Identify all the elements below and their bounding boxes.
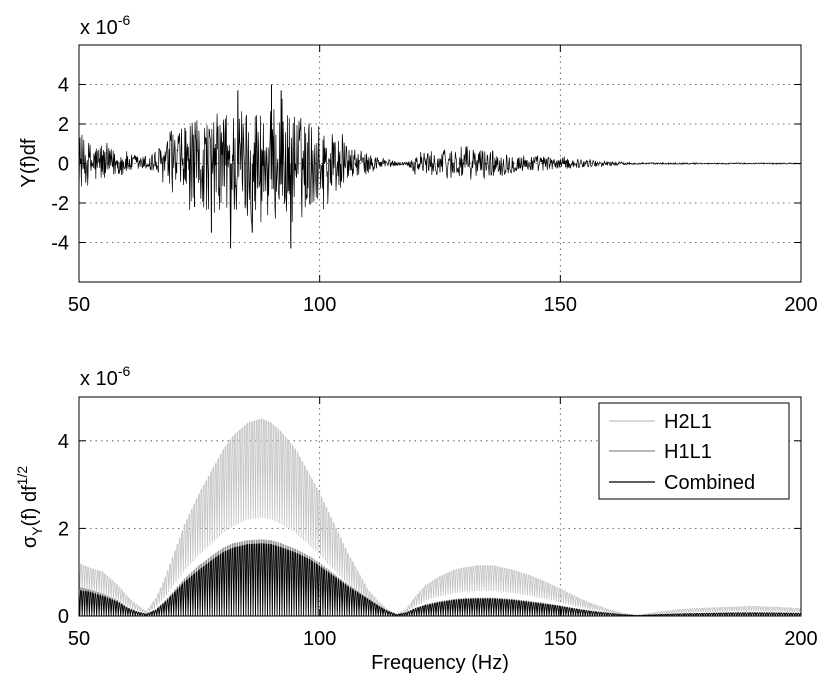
bottom-y-tick-label: 0 xyxy=(58,606,69,628)
bottom-series-combined-line xyxy=(79,543,801,616)
top-exponent-base: x 10 xyxy=(80,17,118,39)
top-chart-panel: 50 100 150 200 -4 -2 0 2 4 x 10-6 Y(f)df xyxy=(18,12,818,316)
bottom-y-label-sup: 1/2 xyxy=(14,466,30,486)
top-axis-ticks: 50 100 150 200 -4 -2 0 2 4 xyxy=(51,45,818,316)
top-y-tick-label: 0 xyxy=(58,154,69,176)
bottom-axis-ticks: 50 100 150 200 0 2 4 xyxy=(58,397,818,650)
top-y-axis-label: Y(f)df xyxy=(18,138,40,187)
bottom-x-tick-label: 200 xyxy=(784,628,817,650)
legend-label-h1l1: H1L1 xyxy=(664,441,712,463)
top-y-tick-label: 2 xyxy=(58,114,69,136)
bottom-x-axis-label: Frequency (Hz) xyxy=(371,652,509,674)
top-series-y-of-f xyxy=(79,84,801,249)
bottom-x-tick-label: 150 xyxy=(544,628,577,650)
bottom-y-axis-label: σY(f) df1/2 xyxy=(14,466,45,548)
top-y-tick-label: 4 xyxy=(58,75,69,97)
bottom-chart-panel: 50 100 150 200 0 2 4 x 10-6 σY(f) df1/2 Freque… xyxy=(14,363,818,674)
bottom-exponent-base: x 10 xyxy=(80,368,118,390)
legend-label-combined: Combined xyxy=(664,472,755,494)
top-series-line xyxy=(79,84,801,249)
bottom-plot-frame xyxy=(78,396,802,617)
bottom-series-group xyxy=(79,418,801,616)
top-exponent-power: -6 xyxy=(118,12,131,28)
legend-label-h2l1: H2L1 xyxy=(664,411,712,433)
bottom-y-label-sigma: σ xyxy=(19,535,41,548)
top-x-tick-label: 200 xyxy=(784,294,817,316)
bottom-series-h2l1-line xyxy=(79,418,801,616)
legend: H2L1 H1L1 Combined xyxy=(598,402,790,500)
top-x-tick-label: 50 xyxy=(68,294,90,316)
top-y-tick-label: -4 xyxy=(51,233,69,255)
bottom-exponent-power: -6 xyxy=(118,363,131,379)
bottom-y-label-sub: Y xyxy=(29,526,45,536)
bottom-x-tick-label: 100 xyxy=(303,628,336,650)
bottom-exponent-label: x 10-6 xyxy=(80,363,130,390)
bottom-y-tick-label: 2 xyxy=(58,518,69,540)
top-x-tick-label: 150 xyxy=(544,294,577,316)
top-exponent-label: x 10-6 xyxy=(80,12,130,39)
top-grid xyxy=(79,45,801,282)
top-x-tick-label: 100 xyxy=(303,294,336,316)
bottom-x-tick-label: 50 xyxy=(68,628,90,650)
bottom-y-label-rest: (f) df xyxy=(19,485,41,527)
top-y-tick-label: -2 xyxy=(51,193,69,215)
bottom-y-tick-label: 4 xyxy=(58,431,69,453)
